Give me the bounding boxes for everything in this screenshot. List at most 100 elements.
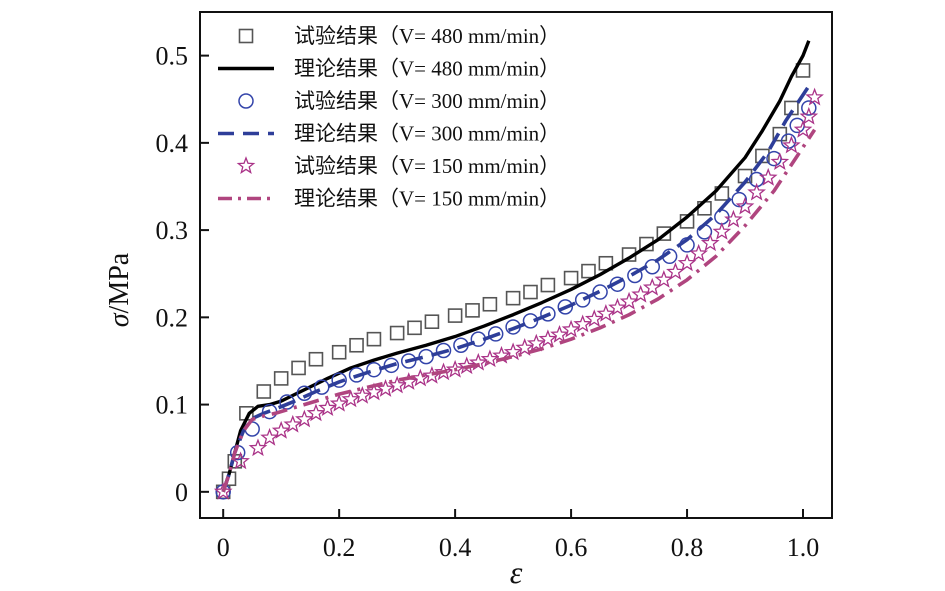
data-point (799, 106, 819, 125)
data-point (435, 342, 452, 359)
series-3 (215, 100, 817, 500)
data-point (487, 326, 504, 342)
y-tick-label: 0.3 (156, 216, 189, 245)
legend-marker-swatch (238, 93, 254, 109)
data-point (677, 253, 697, 272)
x-tick-label: 0.8 (671, 533, 704, 562)
y-axis-ticks: 0 0.1 0.2 0.3 0.4 0.5 (156, 42, 209, 507)
legend-label: 试验结果（V= 150 mm/min） (294, 154, 560, 178)
series-line (221, 85, 811, 493)
data-point (627, 267, 643, 284)
data-point (271, 420, 291, 439)
data-point (523, 284, 538, 300)
data-point (584, 309, 604, 328)
data-point (318, 398, 337, 417)
data-point (748, 171, 765, 188)
data-point (793, 119, 813, 138)
data-point (573, 314, 593, 333)
data-point (526, 333, 546, 352)
data-point (295, 409, 314, 428)
data-point (724, 209, 743, 228)
y-axis-label: σ/MPa (104, 252, 135, 327)
y-tick-label: 0.2 (156, 303, 189, 332)
series-2 (221, 40, 811, 493)
data-point (306, 403, 326, 422)
legend-label: 试验结果（V= 300 mm/min） (294, 89, 560, 113)
data-point (407, 320, 422, 336)
data-point (550, 324, 569, 343)
data-point (656, 226, 672, 241)
y-tick-label: 0.5 (156, 42, 189, 71)
data-point (758, 167, 778, 186)
data-point (447, 308, 463, 323)
data-point (540, 277, 556, 293)
data-point (731, 191, 747, 208)
data-point (366, 361, 382, 378)
legend-marker-swatch (236, 156, 256, 174)
data-point (666, 262, 685, 280)
data-point (805, 87, 824, 106)
data-point (353, 386, 372, 404)
data-point (755, 148, 770, 164)
data-point (505, 290, 521, 306)
data-point (581, 263, 596, 279)
data-point (574, 292, 591, 308)
data-point (389, 325, 405, 341)
legend-marker-swatch (238, 28, 254, 44)
data-point (434, 362, 453, 381)
data-point (248, 438, 268, 457)
plot-marks (213, 40, 824, 500)
series-line (221, 128, 817, 493)
data-point (383, 357, 400, 374)
data-point (445, 359, 465, 378)
data-point (770, 152, 790, 171)
x-tick-label: 0.2 (323, 533, 356, 562)
data-point (654, 270, 674, 288)
data-point (256, 384, 272, 399)
data-point (515, 338, 535, 356)
data-point (213, 482, 233, 500)
data-point (700, 233, 720, 252)
data-point (364, 382, 384, 401)
data-point (557, 299, 574, 315)
data-point (341, 389, 361, 408)
data-point (283, 414, 303, 433)
data-point (642, 277, 662, 296)
data-point (801, 100, 817, 116)
data-point (561, 319, 581, 338)
data-point (291, 360, 306, 376)
legend: 试验结果（V= 480 mm/min） 理论结果（V= 480 mm/min） 试验… (218, 24, 560, 211)
data-point (349, 337, 364, 353)
y-axis-symbol: σ (104, 312, 135, 327)
y-tick-label: 0.1 (156, 391, 189, 420)
legend-item: 理论结果（V= 480 mm/min） (218, 57, 560, 81)
data-point (480, 349, 500, 368)
legend-item: 理论结果（V= 300 mm/min） (218, 122, 560, 146)
x-tick-label: 0.6 (555, 533, 588, 562)
series-5 (213, 87, 824, 500)
y-tick-label: 0 (175, 478, 188, 507)
data-point (260, 427, 279, 446)
legend-label: 试验结果（V= 480 mm/min） (294, 24, 560, 48)
legend-label: 理论结果（V= 480 mm/min） (294, 57, 560, 81)
data-point (503, 342, 523, 361)
x-axis-label: ε (510, 554, 523, 590)
x-tick-label: 0 (217, 533, 230, 562)
series-6 (221, 128, 817, 493)
legend-item: 试验结果（V= 150 mm/min） (236, 154, 560, 178)
y-axis-unit: /MPa (104, 252, 135, 313)
data-point (592, 284, 608, 300)
data-point (482, 296, 498, 312)
plot-frame (199, 11, 833, 519)
data-point (747, 182, 766, 201)
data-point (331, 344, 347, 360)
data-point (424, 314, 440, 330)
data-point (712, 222, 732, 240)
data-point (331, 372, 347, 388)
data-point (538, 329, 558, 348)
x-tick-label: 1.0 (787, 533, 820, 562)
data-point (735, 196, 755, 215)
data-point (608, 297, 627, 316)
data-point (465, 303, 480, 318)
